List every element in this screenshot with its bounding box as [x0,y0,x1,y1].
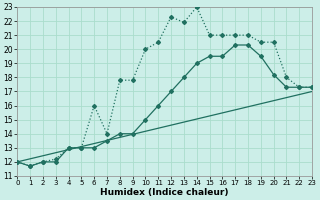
X-axis label: Humidex (Indice chaleur): Humidex (Indice chaleur) [100,188,229,197]
